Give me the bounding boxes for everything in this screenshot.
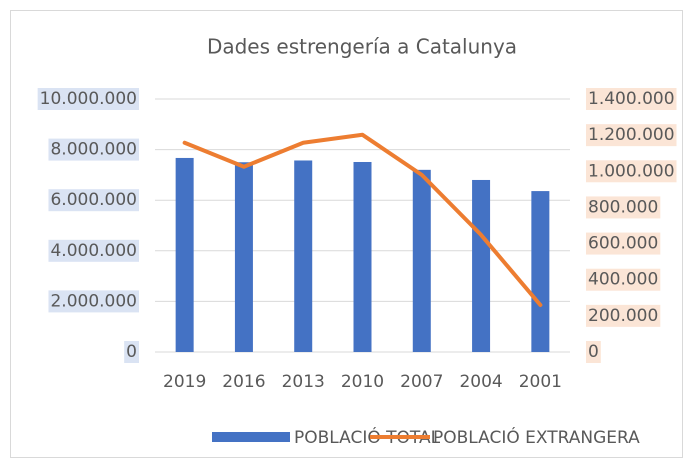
- tick-label: 0: [588, 342, 599, 362]
- label-backgrounds: [37, 88, 677, 363]
- x-tick-label: 2004: [459, 372, 502, 392]
- tick-label: 4.000.000: [50, 241, 137, 261]
- line: [182, 132, 543, 308]
- legend-label: POBLACIÓ TOTAL: [294, 426, 441, 448]
- tick-label: 2.000.000: [50, 291, 137, 311]
- bar: [531, 191, 550, 352]
- chart-border: [10, 10, 683, 458]
- x-tick-label: 2001: [519, 372, 562, 392]
- bar: [234, 162, 253, 352]
- tick-label-background: [37, 88, 139, 110]
- tick-label-background: [586, 88, 677, 110]
- tick-label: 800.000: [588, 197, 658, 217]
- tick-label: 600.000: [588, 234, 658, 254]
- tick-label: 0: [126, 342, 137, 362]
- tick-label: 200.000: [588, 306, 658, 326]
- tick-label: 10.000.000: [40, 89, 137, 109]
- tick-label: 8.000.000: [50, 140, 137, 160]
- x-tick-label: 2010: [341, 372, 384, 392]
- bar: [175, 157, 194, 352]
- bar: [412, 169, 431, 352]
- x-tick-label: 2007: [400, 372, 443, 392]
- bar: [353, 161, 372, 352]
- tick-label-background: [586, 341, 601, 363]
- tick-label: 400.000: [588, 270, 658, 290]
- tick-label-background: [48, 290, 139, 313]
- tick-label-background: [586, 196, 661, 219]
- tick-label-background: [48, 138, 139, 161]
- tick-label-background: [586, 160, 677, 183]
- x-tick-label: 2019: [163, 372, 206, 392]
- tick-label-background: [586, 124, 677, 147]
- tick-label-background: [48, 239, 139, 262]
- tick-label-background: [586, 232, 661, 255]
- legend-label: POBLACIÓ EXTRANGERA: [433, 426, 640, 448]
- chart-title: Dades estrengería a Catalunya: [207, 35, 517, 59]
- tick-label: 6.000.000: [50, 190, 137, 210]
- tick-label-background: [586, 304, 661, 327]
- tick-label: 1.000.000: [588, 161, 675, 181]
- bar: [472, 179, 491, 352]
- legend-swatch: [212, 432, 290, 442]
- tick-label-background: [124, 341, 139, 363]
- tick-label: 1.200.000: [588, 125, 675, 145]
- tick-label-background: [586, 268, 661, 291]
- tick-label: 1.400.000: [588, 89, 675, 109]
- x-tick-label: 2016: [222, 372, 265, 392]
- tick-label-background: [48, 189, 139, 212]
- bar: [294, 160, 313, 352]
- x-tick-label: 2013: [282, 372, 325, 392]
